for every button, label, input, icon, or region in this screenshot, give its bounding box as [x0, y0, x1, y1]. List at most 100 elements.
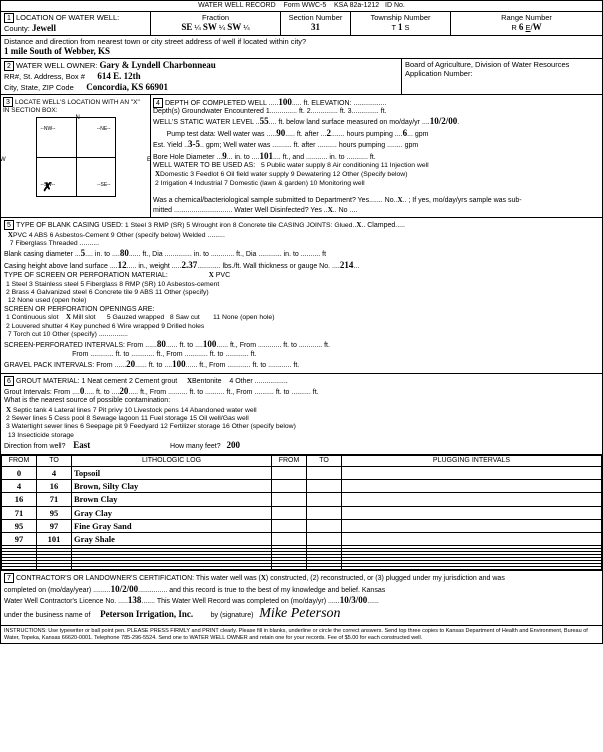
uses-1: 5 Public water supply 8 Air conditioning…: [261, 162, 429, 169]
po-2: 2 Louvered shutter 4 Key punched 6 Wire …: [6, 323, 204, 330]
cert-label: CONTRACTOR'S OR LANDOWNER'S CERTIFICATIO…: [16, 575, 257, 582]
twp-val: 1: [398, 22, 403, 32]
swl-label: WELL'S STATIC WATER LEVEL: [153, 119, 254, 126]
section-5: 5TYPE OF BLANK CASING USED: 1 Steel 3 RM…: [1, 218, 602, 373]
sec-val: 31: [311, 22, 320, 32]
bc-to: in. to: [95, 251, 110, 258]
addr-val: 614 E. 12th: [97, 71, 140, 81]
section-6: 6GROUT MATERIAL: 1 Neat cement 2 Cement …: [1, 374, 602, 455]
twp-label: Township Number: [370, 13, 430, 22]
src-1: Septic tank 4 Lateral lines 7 Pit privy …: [13, 407, 257, 414]
po-1: 1 Continuous slot X Mill slot 5 Gauzed w…: [6, 314, 275, 321]
src-2: 2 Sewer lines 5 Cess pool 8 Sewage lagoo…: [6, 415, 249, 422]
rec-label: This Water Well Record was completed on …: [157, 598, 326, 605]
src-label: What is the nearest source of possible c…: [4, 397, 170, 404]
q-se: --SE--: [97, 182, 110, 188]
ch-label: Casing height above land surface: [4, 263, 108, 270]
dis-label: Water Well Disinfected? Yes: [234, 207, 322, 214]
bore-depth: 101: [259, 151, 273, 161]
feet-label: How many feet?: [170, 443, 221, 450]
lithologic-log-table: FROM TO LITHOLOGIC LOG FROM TO PLUGGING …: [1, 455, 602, 571]
compass-e: E: [147, 157, 151, 164]
x-constructed: X: [261, 574, 266, 582]
gi-to: ft. to: [96, 389, 110, 396]
swl-date: 10/2/00: [430, 116, 458, 126]
bus-val: Peterson Irrigation, Inc.: [100, 609, 193, 619]
q-nw: --NW--: [41, 126, 56, 132]
gp2: 100: [172, 359, 186, 369]
gw-label: Depth(s) Groundwater Encountered: [153, 108, 264, 115]
comp-date: 10/2/00: [111, 584, 139, 594]
casing-label: TYPE OF BLANK CASING USED:: [16, 222, 123, 229]
owner-label: WATER WELL OWNER:: [16, 61, 97, 70]
cert-con: constructed, (2) reconstructed, or (3) p…: [270, 575, 505, 582]
uses-2: Domestic 3 Feedlot 6 Oil field water sup…: [160, 171, 407, 178]
lic-label: Water Well Contractor's Licence No.: [4, 598, 116, 605]
sec3-label: LOCATE WELL'S LOCATION WITH AN "X" IN SE…: [3, 99, 140, 114]
f3: SW: [227, 22, 241, 32]
pump-gpm: 6: [403, 128, 408, 138]
th-from: FROM: [2, 455, 37, 466]
sec-num-4: 4: [153, 98, 163, 108]
city-val: Concordia, KS 66901: [86, 82, 168, 92]
loc-label: LOCATION OF WATER WELL:: [16, 13, 119, 22]
grout-other: 4 Other: [229, 378, 252, 385]
x-chem-no: X: [397, 196, 402, 204]
gw3: ft. 3: [340, 108, 352, 115]
f2: SW: [203, 22, 217, 32]
si1: 80: [157, 339, 166, 349]
depth-val: 100: [278, 97, 292, 107]
x-mark: ✗: [43, 180, 53, 194]
id-label: ID No.: [385, 2, 405, 9]
src-3: 3 Watertight sewer lines 6 Seepage pit 9…: [6, 423, 296, 430]
bore-val: 9: [222, 151, 227, 161]
si-to: ft. to: [180, 342, 194, 349]
pump-val: 90: [276, 128, 285, 138]
x-dis-yes: X: [328, 206, 333, 214]
th-from2: FROM: [272, 455, 307, 466]
bc-val: 5: [81, 248, 86, 258]
rng-ew: W: [533, 22, 542, 32]
est-label: Est. Yield: [153, 142, 182, 149]
use-label: WELL WATER TO BE USED AS:: [153, 162, 255, 169]
swl-tail: ft. below land surface measured on mo/da…: [278, 119, 420, 126]
form-header: WATER WELL RECORD Form WWC-5 KSA 82a-121…: [1, 1, 602, 12]
sig-label: by (signature): [211, 612, 254, 619]
section-4: 4DEPTH OF COMPLETED WELL .....100..... f…: [151, 95, 602, 218]
section-box-wrapper: W E N --NW-- --NE-- --SW-- --SE-- ✗ 1 Mi…: [3, 117, 148, 197]
x-sp-pvc: X: [209, 271, 214, 279]
ch-w: in., weight: [138, 263, 170, 270]
po-label: SCREEN OR PERFORATION OPENINGS ARE:: [4, 306, 154, 313]
bore-label: Bore Hole Diameter: [153, 154, 214, 161]
th-to2: TO: [307, 455, 342, 466]
rec-tail: and this record is true to the best of m…: [169, 587, 385, 594]
si-label: SCREEN-PERFORATED INTERVALS: From: [4, 342, 143, 349]
pump-tail: hours pumping: [347, 131, 393, 138]
grout-label: GROUT MATERIAL: 1 Neat cement 2 Cement g…: [16, 378, 177, 385]
sp-3: 12 None used (open hole): [6, 297, 87, 304]
sec-num-7: 7: [4, 573, 14, 583]
form-number: Form WWC-5: [283, 2, 326, 9]
dis-no: No: [339, 207, 348, 214]
form-title: WATER WELL RECORD: [198, 2, 276, 9]
city-label: City, State, ZIP Code: [4, 83, 74, 92]
lic-val: 138: [128, 595, 142, 605]
ch-tail: lbs./ft. Wall thickness or gauge No.: [223, 263, 331, 270]
est-val: 3-5: [188, 139, 200, 149]
gw2: ft. 2: [299, 108, 311, 115]
bc-depth: 80: [120, 248, 129, 258]
bore-to: in. to: [235, 154, 250, 161]
chem-label: Was a chemical/bacteriological sample su…: [153, 197, 369, 204]
gw1: 1: [266, 108, 270, 115]
rng-val: 6: [519, 22, 524, 32]
sec-num-3: 3: [3, 97, 13, 107]
th-log: LITHOLOGIC LOG: [72, 455, 272, 466]
feet-val: 200: [226, 440, 240, 450]
dir-label: Direction from well?: [4, 443, 65, 450]
sp-2: 2 Brass 4 Galvanized steel 6 Concrete ti…: [6, 289, 209, 296]
est-tail: hours pumping: [339, 142, 385, 149]
distance-row: Distance and direction from nearest town…: [1, 36, 602, 59]
addr-label: RR#, St. Address, Box #: [4, 72, 85, 81]
fraction-label: Fraction: [202, 13, 229, 22]
table-row: 04Topsoil: [2, 467, 602, 480]
